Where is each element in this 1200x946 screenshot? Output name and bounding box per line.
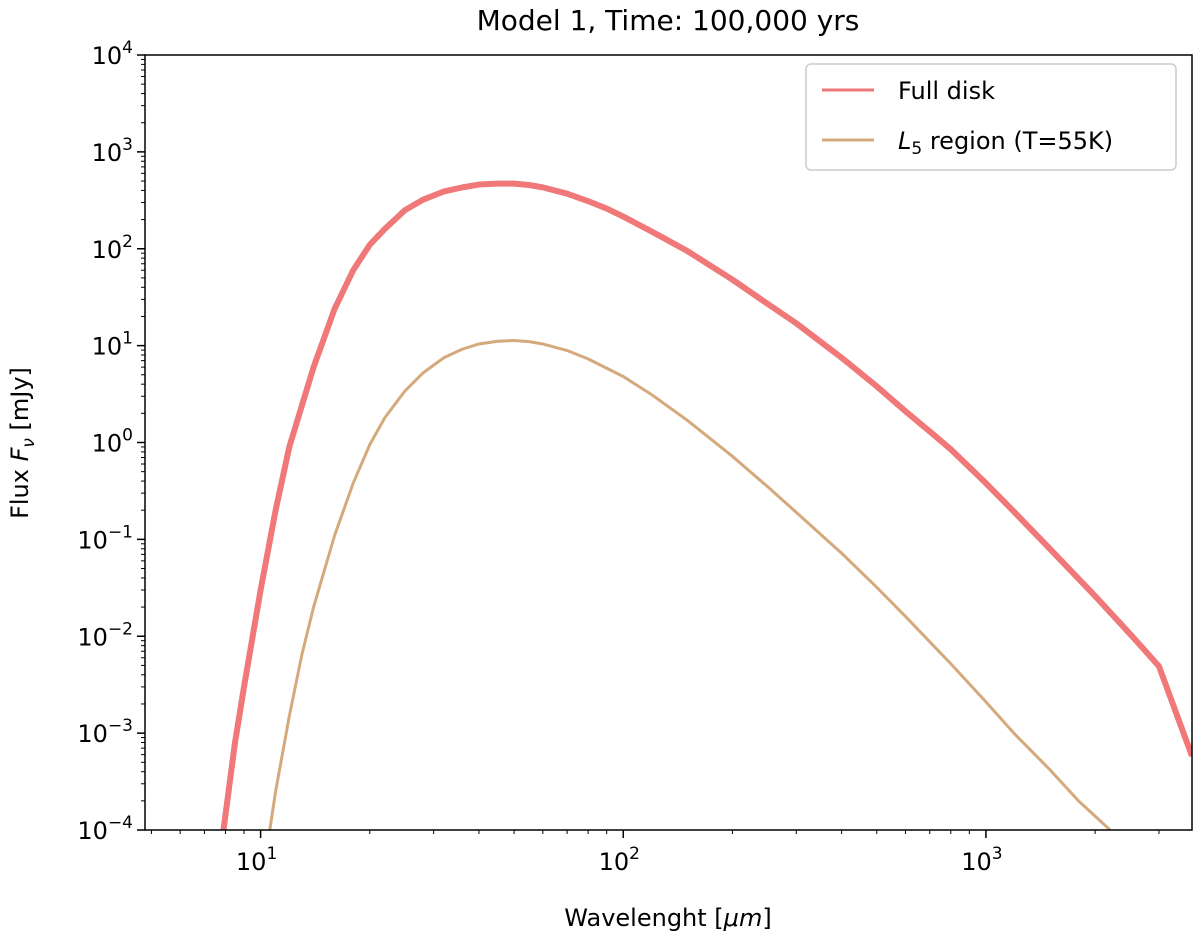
plot-frame [144,54,1193,831]
legend: Full disk L5 region (T=55K) [805,63,1177,171]
y-tick-label: 100 [92,426,133,458]
x-axis: 101 102 103 [150,830,1160,876]
chart-title: Model 1, Time: 100,000 yrs [477,4,860,37]
x-tick-label: 103 [961,844,1002,876]
y-tick-label: 103 [92,135,133,167]
legend-box [805,63,1177,171]
y-tick-label: 10−4 [77,813,133,845]
legend-label-full-disk: Full disk [898,77,995,105]
x-tick-label: 101 [236,844,277,876]
legend-label-l5-region: L5 region (T=55K) [898,127,1113,159]
y-axis: 10−4 10−3 10−2 10−1 100 101 102 103 104 [77,38,145,845]
series-line-l5-region [268,338,1112,830]
x-tick-label: 102 [599,844,640,876]
y-axis-title: Flux Fν [mJy] [6,367,39,519]
y-tick-label: 10−1 [77,522,133,554]
y-tick-label: 10−3 [77,716,133,748]
x-axis-title: Wavelenght [μm] [564,904,771,932]
y-tick-label: 10−2 [77,619,133,651]
series-line-full-disk [220,180,1192,830]
y-tick-label: 101 [92,329,133,361]
y-tick-label: 104 [92,38,133,70]
y-tick-label: 102 [92,232,133,264]
